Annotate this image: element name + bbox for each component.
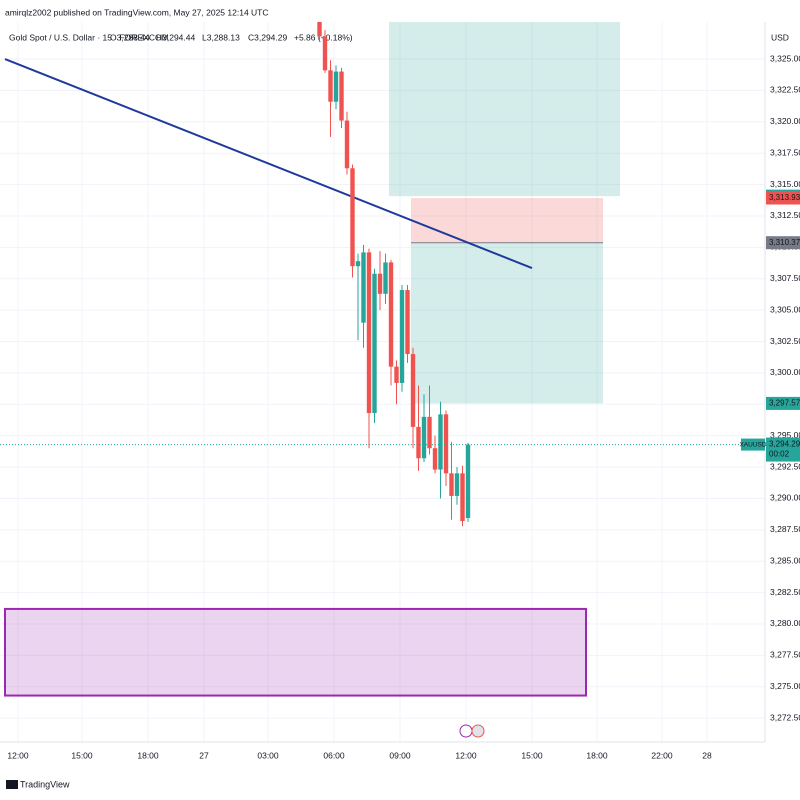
x-tick-label: 22:00 (651, 750, 673, 760)
candle-body (410, 354, 416, 427)
target-zone (389, 22, 620, 197)
y-tick-label: 3,317.50 (770, 147, 800, 157)
y-tick-label: 3,275.00 (770, 681, 800, 691)
price-tag (766, 191, 800, 205)
candle-body (339, 71, 344, 121)
candle-body (317, 22, 322, 37)
logo (6, 780, 18, 789)
candle-body (388, 262, 394, 367)
y-tick-label: 3,315.00 (770, 179, 800, 189)
candle-body (328, 70, 333, 102)
y-tick-label: 3,290.00 (770, 493, 800, 503)
candle-body (443, 414, 449, 474)
price-tag (766, 396, 800, 410)
candle-body (361, 252, 366, 323)
y-tick-label: 3,325.00 (770, 53, 800, 63)
candle-body (394, 366, 399, 383)
candle-body (454, 473, 460, 496)
countdown: 00:02 (769, 450, 790, 459)
y-tick-label: 3,295.00 (770, 430, 800, 440)
y-tick-label: 3,312.50 (770, 210, 800, 220)
price-tag-label: 3,313.93 (769, 193, 800, 202)
y-tick-label: 3,322.50 (770, 85, 800, 95)
ohlc-value: L3,288.13 (202, 32, 240, 42)
event-icon[interactable] (459, 724, 473, 738)
y-tick-label: 3,302.50 (770, 336, 800, 346)
price-tag-label: 3,310.37 (769, 238, 800, 247)
candle-body (333, 71, 339, 102)
price-tag (766, 236, 800, 250)
ohlc-value: O3,288.44 (110, 32, 150, 42)
x-tick-label: 15:00 (71, 750, 93, 760)
ohlc-value: C3,294.29 (248, 32, 287, 42)
y-tick-label: 3,292.50 (770, 461, 800, 471)
price-tag-label: 3,297.57 (769, 399, 800, 408)
y-tick-label: 3,277.50 (770, 650, 800, 660)
x-tick-label: 18:00 (586, 750, 608, 760)
candle-body (465, 444, 471, 519)
currency: USD (771, 32, 789, 42)
symbol: Gold Spot / U.S. Dollar · 15 · FOREXCOM (9, 32, 169, 42)
event-icon[interactable] (471, 724, 485, 738)
candle-body (377, 273, 383, 294)
publisher: amirqlz2002 published on TradingView.com… (5, 7, 269, 17)
x-tick-label: 12:00 (7, 750, 29, 760)
candle-body (405, 290, 410, 355)
x-tick-label: 15:00 (521, 750, 543, 760)
y-tick-label: 3,285.00 (770, 555, 800, 565)
candle-body (449, 473, 454, 496)
x-tick-label: 28 (702, 750, 712, 760)
ohlc-value: H3,294.44 (156, 32, 195, 42)
last-price-tag (766, 437, 800, 462)
profit-zone (411, 242, 603, 404)
y-tick-label: 3,287.50 (770, 524, 800, 534)
brand: TradingView (20, 779, 70, 789)
y-tick-label: 3,282.50 (770, 587, 800, 597)
candle-body (350, 168, 355, 267)
candle-body (421, 416, 427, 459)
x-tick-label: 03:00 (257, 750, 279, 760)
symbol-tag (741, 438, 765, 451)
candle-body (460, 473, 465, 522)
stop-zone (411, 198, 603, 243)
candle-body (438, 414, 443, 470)
y-tick-label: 3,307.50 (770, 273, 800, 283)
candle-body (355, 261, 361, 267)
x-tick-label: 09:00 (389, 750, 411, 760)
candle-body (399, 290, 405, 383)
y-tick-label: 3,300.00 (770, 367, 800, 377)
x-tick-label: 18:00 (137, 750, 159, 760)
x-tick-label: 06:00 (323, 750, 345, 760)
candle-body (322, 36, 328, 71)
symbol-label: XAUUSD (739, 441, 766, 448)
candle-body (427, 416, 432, 449)
trend-line (4, 58, 533, 269)
candle-body (383, 262, 388, 294)
candle-body (344, 120, 350, 169)
event-icons[interactable] (459, 724, 485, 738)
x-tick-label: 12:00 (455, 750, 477, 760)
y-tick-label: 3,280.00 (770, 618, 800, 628)
candle-body (416, 426, 421, 459)
x-tick-label: 27 (199, 750, 209, 760)
candle-body (366, 252, 372, 414)
y-tick-label: 3,320.00 (770, 116, 800, 126)
demand-zone (4, 607, 587, 697)
candle-body (372, 273, 377, 414)
y-tick-label: 3,272.50 (770, 712, 800, 722)
last-price-label: 3,294.29 (769, 440, 800, 449)
y-tick-label: 3,305.00 (770, 304, 800, 314)
candle-body (432, 448, 438, 470)
